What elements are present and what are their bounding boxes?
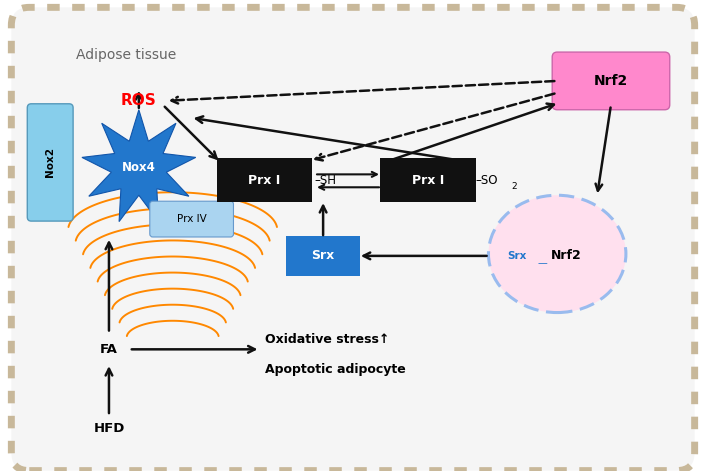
Text: Nox4: Nox4 (122, 161, 156, 174)
Text: Srx: Srx (311, 249, 334, 262)
Text: Prx IV: Prx IV (177, 214, 206, 224)
Ellipse shape (489, 195, 626, 312)
FancyBboxPatch shape (380, 159, 475, 202)
Text: Apoptotic adipocyte: Apoptotic adipocyte (265, 362, 406, 376)
Text: Prx I: Prx I (249, 174, 280, 187)
FancyBboxPatch shape (11, 8, 695, 471)
FancyBboxPatch shape (552, 52, 670, 110)
Text: –SH: –SH (314, 174, 336, 187)
FancyBboxPatch shape (287, 236, 360, 276)
Text: Prx I: Prx I (412, 174, 444, 187)
FancyBboxPatch shape (150, 201, 234, 237)
Polygon shape (82, 110, 196, 221)
Text: Srx: Srx (508, 251, 527, 261)
Text: Adipose tissue: Adipose tissue (76, 48, 176, 62)
Text: HFD: HFD (93, 422, 125, 435)
Text: 2: 2 (511, 182, 517, 191)
Text: —: — (537, 258, 547, 268)
Text: Oxidative stress↑: Oxidative stress↑ (265, 333, 390, 346)
FancyBboxPatch shape (27, 104, 73, 221)
FancyBboxPatch shape (217, 159, 312, 202)
Text: –SO: –SO (475, 174, 498, 187)
Text: Nox2: Nox2 (45, 147, 55, 177)
Text: FA: FA (100, 343, 118, 356)
Text: Nrf2: Nrf2 (551, 249, 582, 262)
Text: Nrf2: Nrf2 (594, 74, 628, 88)
Text: ROS: ROS (121, 93, 157, 108)
